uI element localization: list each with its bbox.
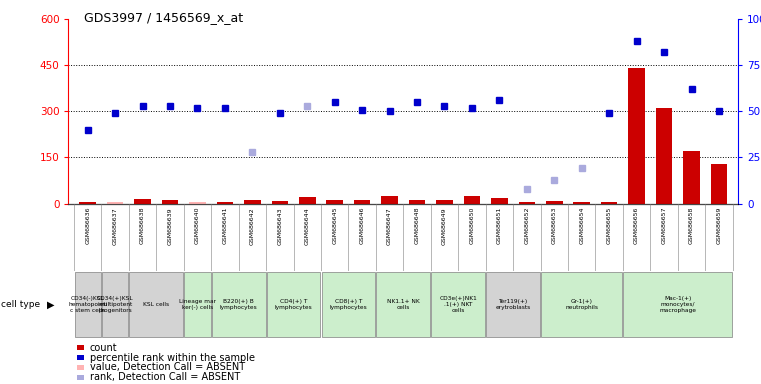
Text: GSM686641: GSM686641	[222, 207, 228, 244]
Bar	[656, 108, 672, 204]
Text: percentile rank within the sample: percentile rank within the sample	[90, 353, 255, 362]
Text: GSM686659: GSM686659	[716, 207, 721, 244]
Text: NK1.1+ NK
cells: NK1.1+ NK cells	[387, 299, 420, 310]
FancyBboxPatch shape	[129, 272, 183, 336]
Text: Mac-1(+)
monocytes/
macrophage: Mac-1(+) monocytes/ macrophage	[659, 296, 696, 313]
Text: GSM686645: GSM686645	[333, 207, 337, 244]
Text: CD34(-)KSL
hematopoieti
c stem cells: CD34(-)KSL hematopoieti c stem cells	[68, 296, 107, 313]
FancyBboxPatch shape	[377, 272, 430, 336]
Bar	[463, 196, 480, 204]
Bar	[77, 375, 84, 380]
Bar	[546, 201, 562, 204]
FancyBboxPatch shape	[623, 272, 732, 336]
FancyBboxPatch shape	[541, 272, 622, 336]
Text: CD34(+)KSL
multipotent
progenitors: CD34(+)KSL multipotent progenitors	[97, 296, 133, 313]
Text: GSM686637: GSM686637	[113, 207, 118, 245]
Text: CD8(+) T
lymphocytes: CD8(+) T lymphocytes	[330, 299, 368, 310]
Bar	[629, 68, 645, 204]
Bar	[217, 202, 233, 204]
Bar	[107, 202, 123, 204]
Text: GSM686650: GSM686650	[470, 207, 474, 244]
Text: Lineage mar
ker(-) cells: Lineage mar ker(-) cells	[179, 299, 216, 310]
Bar	[272, 201, 288, 204]
Bar	[574, 202, 590, 204]
Text: GSM686656: GSM686656	[634, 207, 639, 244]
Text: value, Detection Call = ABSENT: value, Detection Call = ABSENT	[90, 362, 245, 372]
Bar	[244, 200, 260, 204]
Bar	[162, 200, 178, 204]
Text: GSM686655: GSM686655	[607, 207, 612, 244]
FancyBboxPatch shape	[75, 272, 101, 336]
Text: GSM686647: GSM686647	[387, 207, 392, 245]
Bar	[299, 197, 316, 204]
Bar	[601, 202, 617, 204]
Bar	[491, 198, 508, 204]
Bar	[79, 202, 96, 204]
Text: GSM686636: GSM686636	[85, 207, 91, 244]
Text: CD3e(+)NK1
.1(+) NKT
cells: CD3e(+)NK1 .1(+) NKT cells	[439, 296, 477, 313]
Bar	[354, 200, 371, 204]
Text: Ter119(+)
erytroblasts: Ter119(+) erytroblasts	[495, 299, 530, 310]
Text: GSM686648: GSM686648	[415, 207, 419, 244]
Text: GSM686639: GSM686639	[167, 207, 173, 245]
Bar	[436, 200, 453, 204]
FancyBboxPatch shape	[322, 272, 375, 336]
Text: GSM686652: GSM686652	[524, 207, 530, 244]
Text: cell type: cell type	[1, 300, 40, 309]
Text: B220(+) B
lymphocytes: B220(+) B lymphocytes	[220, 299, 257, 310]
Text: count: count	[90, 343, 117, 353]
Text: GSM686653: GSM686653	[552, 207, 557, 244]
Bar	[326, 200, 343, 204]
Bar	[683, 151, 700, 204]
Bar	[409, 200, 425, 204]
Bar	[189, 202, 205, 204]
Text: GSM686651: GSM686651	[497, 207, 502, 244]
Bar	[77, 345, 84, 350]
FancyBboxPatch shape	[102, 272, 129, 336]
Text: CD4(+) T
lymphocytes: CD4(+) T lymphocytes	[275, 299, 313, 310]
Text: GSM686643: GSM686643	[277, 207, 282, 245]
Text: GSM686658: GSM686658	[689, 207, 694, 244]
Text: rank, Detection Call = ABSENT: rank, Detection Call = ABSENT	[90, 372, 240, 382]
Bar	[77, 365, 84, 370]
FancyBboxPatch shape	[266, 272, 320, 336]
Bar	[711, 164, 728, 204]
Text: GSM686646: GSM686646	[360, 207, 365, 244]
FancyBboxPatch shape	[212, 272, 266, 336]
Text: GSM686640: GSM686640	[195, 207, 200, 244]
Text: Gr-1(+)
neutrophils: Gr-1(+) neutrophils	[565, 299, 598, 310]
Text: GSM686649: GSM686649	[442, 207, 447, 245]
Text: GDS3997 / 1456569_x_at: GDS3997 / 1456569_x_at	[84, 12, 243, 25]
Bar	[77, 355, 84, 360]
Text: GSM686644: GSM686644	[304, 207, 310, 245]
Bar	[381, 196, 398, 204]
Bar	[135, 199, 151, 204]
Text: GSM686657: GSM686657	[661, 207, 667, 244]
FancyBboxPatch shape	[184, 272, 211, 336]
Text: GSM686642: GSM686642	[250, 207, 255, 245]
Text: KSL cells: KSL cells	[143, 302, 170, 307]
FancyBboxPatch shape	[486, 272, 540, 336]
Text: GSM686654: GSM686654	[579, 207, 584, 244]
FancyBboxPatch shape	[431, 272, 485, 336]
Text: ▶: ▶	[47, 299, 55, 310]
Bar	[518, 202, 535, 204]
Text: GSM686638: GSM686638	[140, 207, 145, 244]
